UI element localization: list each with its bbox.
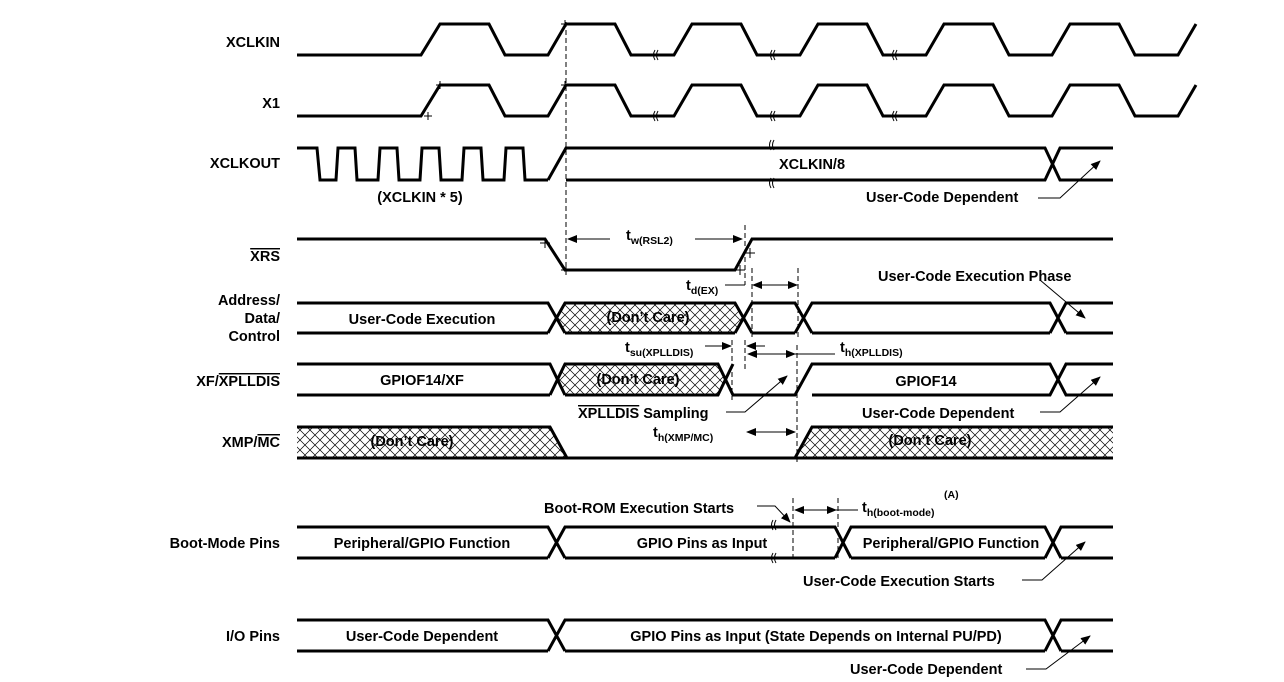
- footnote-a: (A): [944, 489, 959, 501]
- label-peripheral-gpio-function: Peripheral/GPIO Function: [334, 536, 510, 552]
- break-mark: [769, 139, 775, 189]
- waveforms: [297, 22, 1198, 653]
- signal-xclkin: XCLKIN: [226, 35, 280, 51]
- dashed-guide: [744, 225, 799, 340]
- timing-tw-rsl2: tw(RSL2): [626, 228, 673, 247]
- ucd-arrow: [1040, 376, 1101, 413]
- dont-care-hatch: [557, 364, 726, 395]
- signal-data: Data/: [245, 311, 280, 327]
- break-mark: [770, 49, 776, 61]
- label-user-code-execution-phase: User-Code Execution Phase: [878, 269, 1071, 285]
- dont-care-hatch: [557, 303, 743, 333]
- timing-guides: [424, 20, 1101, 670]
- signal-control: Control: [228, 329, 280, 345]
- label-xplldis-sampling: XPLLDIS Sampling: [578, 406, 709, 422]
- signal-boot-mode: Boot-Mode Pins: [170, 536, 280, 552]
- signal-xclkout: XCLKOUT: [210, 156, 280, 172]
- xf-wave-top: [297, 362, 1113, 397]
- label-gpio-pins-as-input: GPIO Pins as Input: [637, 536, 768, 552]
- label-boot-rom-execution-starts: Boot-ROM Execution Starts: [544, 501, 734, 517]
- boot-mode-bus: [297, 525, 1113, 559]
- address-bus: [297, 301, 1113, 334]
- signal-xmp-mc: XMP/MC: [222, 435, 281, 451]
- dont-care-hatch: [795, 427, 1113, 458]
- xclkin-wave: [297, 22, 1198, 57]
- ucexec-starts-arrow: [1022, 541, 1086, 581]
- signal-xf-xplldis: XF/XPLLDIS: [196, 374, 280, 390]
- label-user-code-dependent: User-Code Dependent: [850, 662, 1002, 678]
- label-user-code-dependent: User-Code Dependent: [346, 629, 498, 645]
- label-dont-care: (Don’t Care): [371, 434, 454, 450]
- xrs-wave: [297, 237, 1113, 272]
- label-gpio-pins-as-input-state: GPIO Pins as Input (State Depends on Int…: [630, 629, 1002, 645]
- break-mark: [653, 49, 659, 61]
- ucexec-phase-arrow: [1039, 279, 1086, 319]
- label-user-code-dependent: User-Code Dependent: [862, 406, 1014, 422]
- xclkout-wave: [297, 146, 548, 182]
- dont-care-hatch: [297, 427, 567, 458]
- dont-care-hatching: [297, 303, 1113, 458]
- bootrom-arrow: [757, 505, 791, 523]
- label-gpiof14-xf: GPIOF14/XF: [380, 373, 464, 389]
- label-peripheral-gpio-function: Peripheral/GPIO Function: [863, 536, 1039, 552]
- signal-address: Address/: [218, 293, 280, 309]
- break-mark: [771, 519, 777, 564]
- label-dont-care: (Don’t Care): [889, 433, 972, 449]
- x1-wave: [297, 83, 1198, 118]
- break-mark: [770, 110, 776, 122]
- tick-mark: [424, 20, 569, 120]
- ucd-arrow: [1026, 635, 1091, 670]
- label-user-code-execution: User-Code Execution: [349, 312, 496, 328]
- label-gpiof14: GPIOF14: [895, 374, 956, 390]
- xclkout-bus-bottom: [566, 146, 1113, 182]
- xclkout-bus-top: [546, 146, 1113, 182]
- tick-mark: [540, 238, 755, 275]
- label-user-code-dependent: User-Code Dependent: [866, 190, 1018, 206]
- io-bus: [297, 618, 1113, 652]
- timing-th-boot-mode: th(boot-mode): [862, 500, 935, 519]
- signal-io: I/O Pins: [226, 629, 280, 645]
- ucd-arrow: [1038, 160, 1101, 199]
- dashed-guide: [792, 498, 839, 558]
- label-dont-care: (Don’t Care): [607, 310, 690, 326]
- break-mark: [653, 110, 659, 122]
- label-xclkin5: (XCLKIN * 5): [377, 190, 463, 206]
- signal-xrs: XRS: [250, 249, 280, 265]
- label-dont-care: (Don’t Care): [597, 372, 680, 388]
- timing-tsu-xplldis: tsu(XPLLDIS): [625, 340, 693, 359]
- timing-th-xplldis: th(XPLLDIS): [840, 340, 903, 359]
- label-user-code-execution-starts: User-Code Execution Starts: [803, 574, 995, 590]
- xplldis-sampling-arrow: [726, 375, 788, 413]
- break-mark: [892, 110, 898, 122]
- xmp-wave: [297, 425, 1113, 460]
- signal-x1: X1: [262, 96, 280, 112]
- break-mark: [892, 49, 898, 61]
- dashed-guide: [731, 340, 798, 462]
- xf-wave-bottom: [297, 362, 1113, 397]
- timing-td-ex: td(EX): [686, 278, 718, 297]
- label-xclkin8: XCLKIN/8: [779, 157, 845, 173]
- timing-th-xmp-mc: th(XMP/MC): [653, 425, 713, 444]
